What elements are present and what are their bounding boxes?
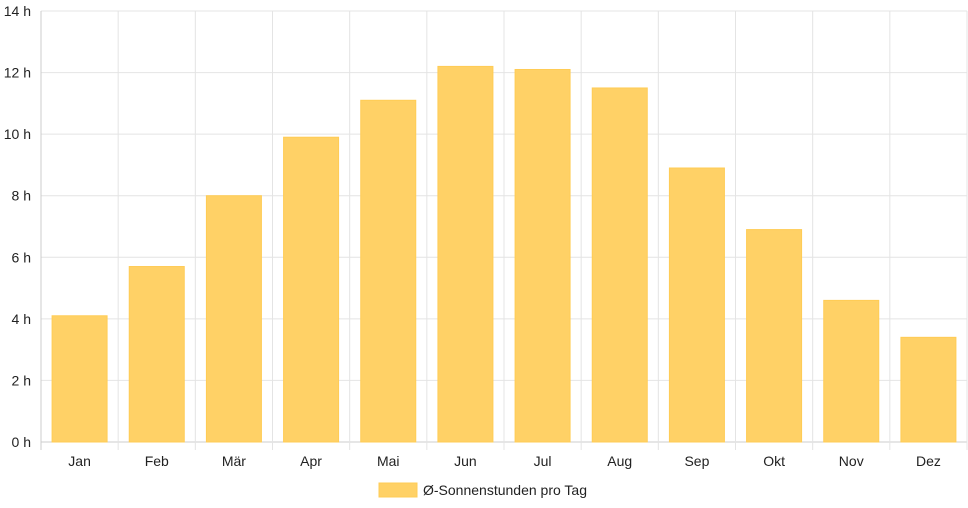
bars	[51, 65, 957, 443]
y-axis-ticks: 0 h 2 h 4 h 6 h 8 h 10 h 12 h 14 h	[4, 3, 31, 450]
legend-label[interactable]: Ø-Sonnenstunden pro Tag	[423, 482, 587, 498]
x-tick-label: Okt	[763, 453, 785, 469]
bar-apr[interactable]	[283, 136, 340, 443]
bar-nov[interactable]	[823, 299, 880, 443]
bar-mai[interactable]	[360, 99, 417, 443]
y-tick-label: 8 h	[12, 188, 31, 204]
grid-lines	[40, 10, 968, 450]
x-tick-label: Dez	[916, 453, 941, 469]
x-tick-label: Aug	[607, 453, 632, 469]
bar-dez[interactable]	[900, 336, 957, 443]
bar-jan[interactable]	[51, 315, 108, 443]
x-tick-label: Sep	[684, 453, 709, 469]
bar-okt[interactable]	[746, 229, 803, 443]
x-tick-label: Jan	[68, 453, 91, 469]
y-tick-label: 10 h	[4, 126, 31, 142]
legend-swatch[interactable]	[378, 482, 418, 498]
x-tick-label: Nov	[839, 453, 864, 469]
x-tick-label: Feb	[145, 453, 169, 469]
x-axis-ticks: Jan Feb Mär Apr Mai Jun Jul Aug Sep Okt Nov Dez	[68, 453, 941, 469]
y-tick-label: 0 h	[12, 434, 31, 450]
y-tick-label: 14 h	[4, 3, 31, 19]
bar-sep[interactable]	[668, 167, 725, 443]
bar-mär[interactable]	[205, 195, 262, 443]
bar-jul[interactable]	[514, 68, 571, 443]
x-tick-label: Apr	[300, 453, 322, 469]
bar-feb[interactable]	[128, 266, 185, 443]
x-tick-label: Jul	[534, 453, 552, 469]
x-tick-label: Mai	[377, 453, 400, 469]
y-tick-label: 12 h	[4, 65, 31, 81]
y-tick-label: 4 h	[12, 311, 31, 327]
x-tick-label: Jun	[454, 453, 477, 469]
x-tick-label: Mär	[222, 453, 246, 469]
bar-aug[interactable]	[591, 87, 648, 443]
y-tick-label: 2 h	[12, 372, 31, 388]
y-tick-label: 6 h	[12, 249, 31, 265]
bar-jun[interactable]	[437, 65, 494, 443]
legend[interactable]: Ø-Sonnenstunden pro Tag	[378, 482, 587, 498]
